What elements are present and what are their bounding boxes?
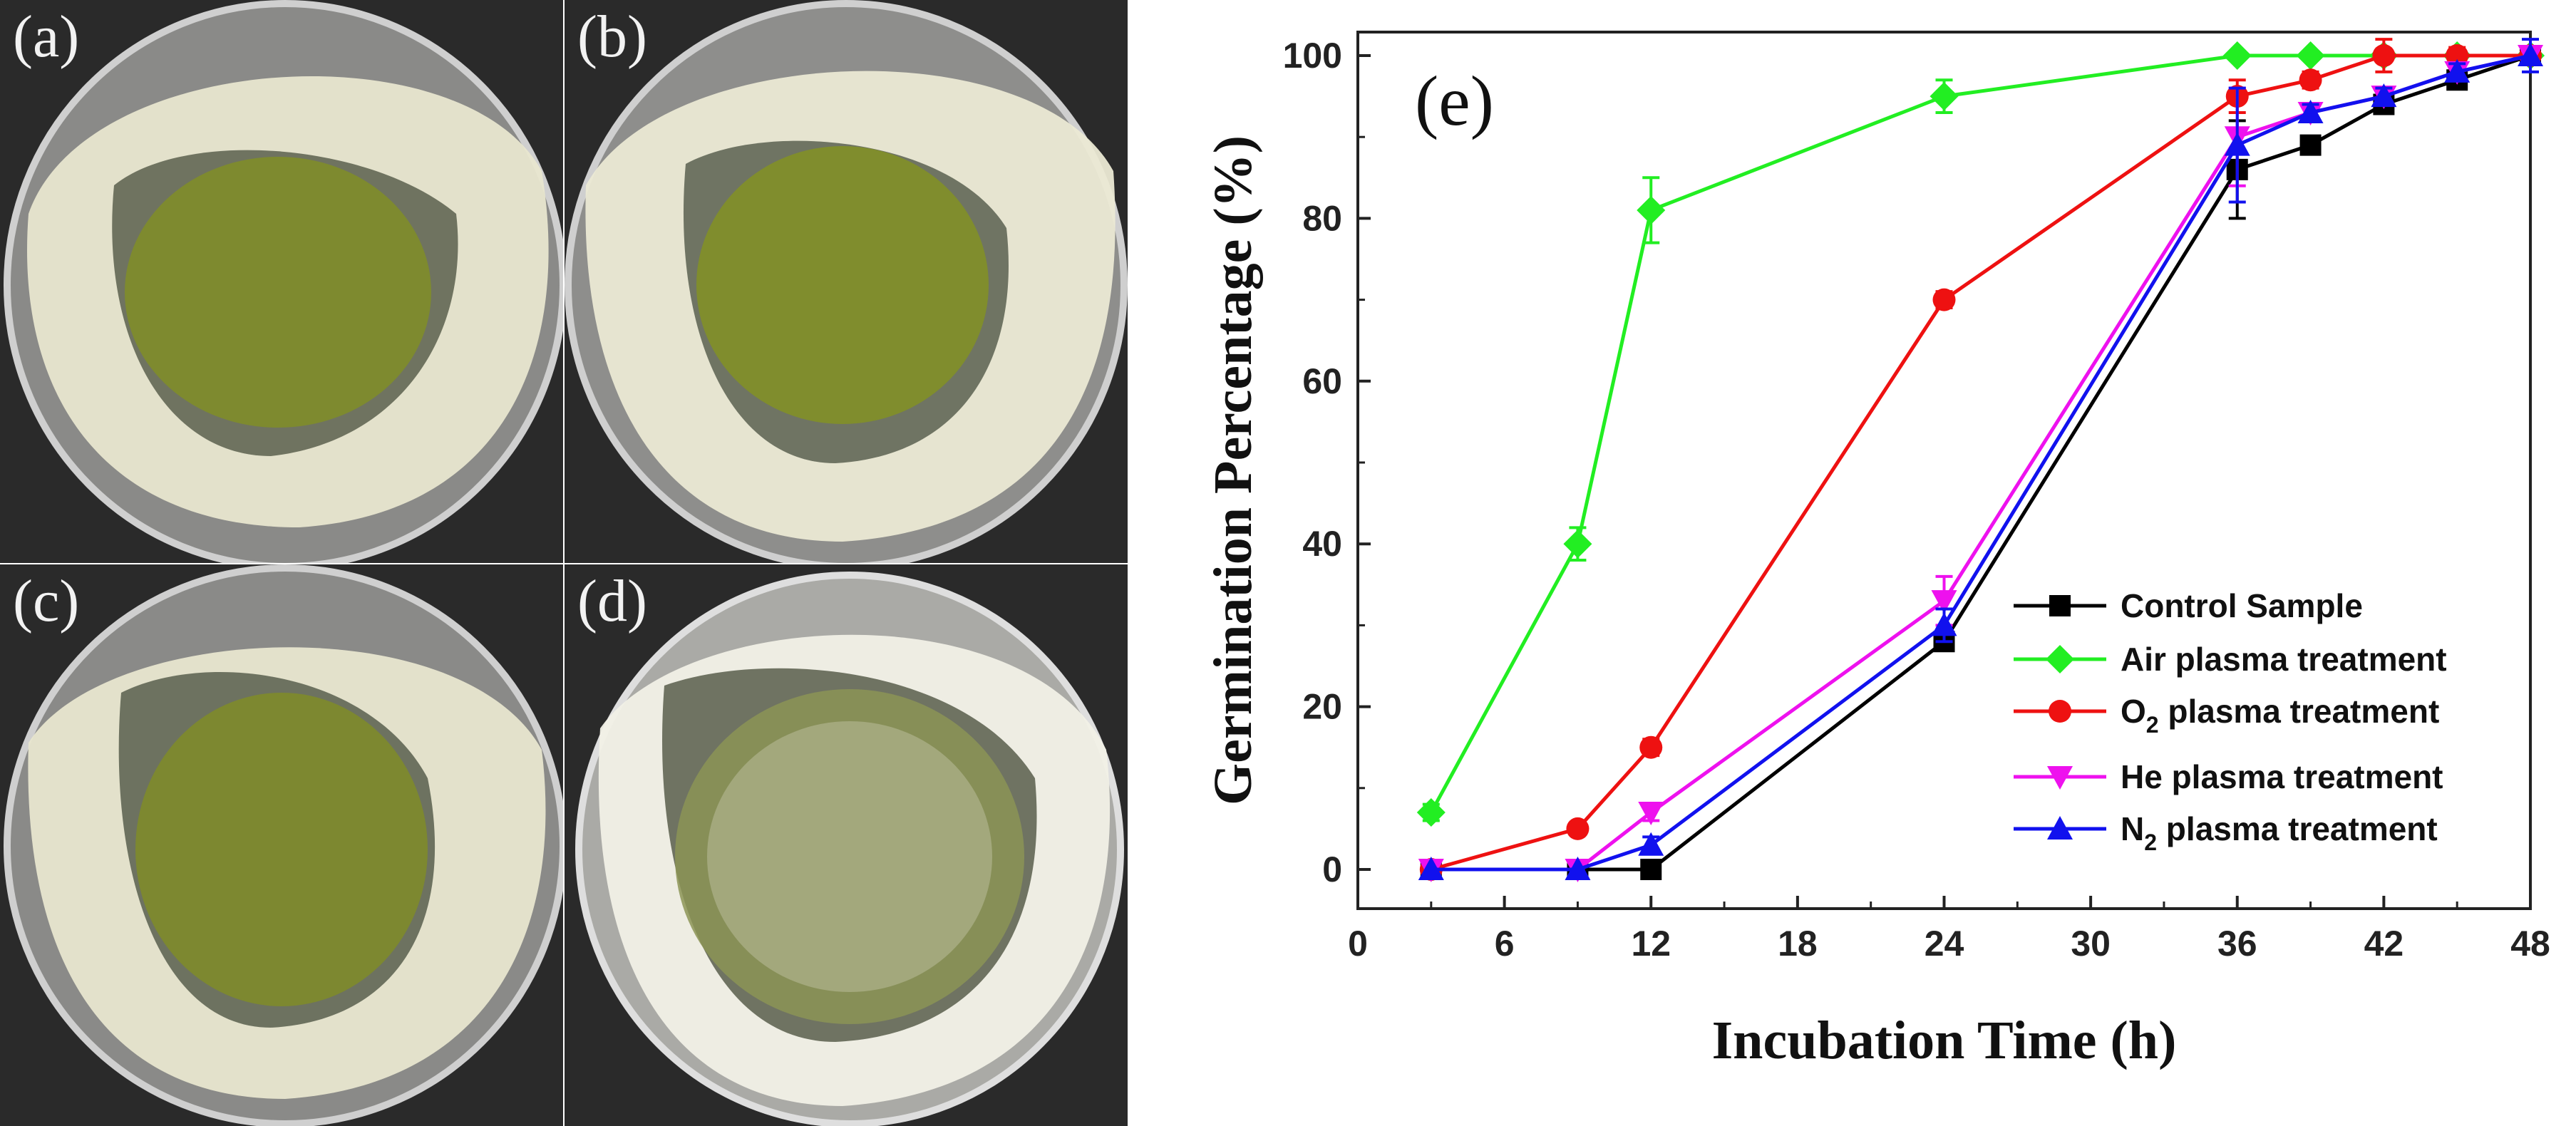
legend-marker [2047, 816, 2073, 840]
data-point [1416, 798, 1446, 827]
y-tick-label: 40 [1302, 524, 1342, 564]
legend-marker [2047, 766, 2073, 790]
data-point [1931, 612, 1957, 636]
panel-label-a: (a) [13, 4, 80, 70]
data-point [2299, 68, 2322, 92]
data-point [1930, 82, 1959, 111]
x-tick-label: 24 [1925, 924, 1964, 964]
legend-item: N2 plasma treatment [2014, 810, 2438, 855]
panel-label-c: (c) [13, 568, 80, 634]
germination-chart: 0 6 12 18 24 30 36 42 48 0 20 40 60 80 100 (e) Incubat… [1203, 31, 2550, 1070]
data-point [1563, 530, 1592, 559]
legend-item: He plasma treatment [2014, 758, 2443, 795]
series-triangle-up [1418, 38, 2543, 880]
y-axis-title: Germination Percentage (%) [1203, 135, 1263, 805]
legend-marker [2049, 700, 2071, 723]
legend-item: Control Sample [2014, 587, 2363, 624]
x-tick-label: 36 [2217, 924, 2257, 964]
x-tick-label: 18 [1778, 924, 1818, 964]
panel-label-d: (d) [577, 568, 647, 634]
x-tick-label: 12 [1631, 924, 1671, 964]
y-tick-label: 0 [1322, 849, 1342, 889]
legend: Control Sample Air plasma treatment O2 pla… [2014, 587, 2447, 855]
y-tick-label: 80 [1302, 198, 1342, 238]
data-point [2372, 44, 2396, 67]
photo-panel-c: (c) [0, 564, 563, 1126]
petri-dish-b [565, 0, 1128, 563]
series-layer [1416, 38, 2545, 882]
data-point [1638, 802, 1664, 826]
data-point [2296, 41, 2325, 70]
data-point [1640, 859, 1662, 880]
series-square [1420, 45, 2541, 880]
photo-panel-d: (d) [565, 564, 1128, 1126]
panel-label-e: (e) [1415, 61, 1494, 140]
data-point [2518, 43, 2543, 66]
x-tick-label: 6 [1495, 924, 1515, 964]
x-tick-label: 0 [1348, 924, 1368, 964]
x-axis-title: Incubation Time (h) [1712, 1011, 2177, 1070]
data-point [1418, 857, 1444, 880]
series-circle [1419, 38, 2542, 881]
legend-marker [2049, 595, 2071, 616]
photo-panel-b: (b) [565, 0, 1128, 563]
data-point [2224, 132, 2250, 156]
data-point [1637, 195, 1666, 224]
petri-dish-a [0, 0, 563, 563]
y-tick-label: 60 [1302, 361, 1342, 401]
axes: 0 6 12 18 24 30 36 42 48 0 20 40 60 80 100 [1283, 31, 2550, 964]
x-tick-label: 42 [2364, 924, 2404, 964]
legend-item: Air plasma treatment [2014, 641, 2447, 678]
data-point [1565, 857, 1591, 880]
petri-dish-d [565, 564, 1128, 1126]
petri-dish-c [0, 564, 563, 1126]
data-point [2299, 134, 2322, 156]
data-point [1566, 817, 1590, 840]
y-tick-label: 100 [1283, 36, 1342, 76]
panel-label-b: (b) [577, 4, 647, 70]
series-triangle-down [1418, 45, 2543, 882]
legend-label: O2 plasma treatment [2121, 693, 2439, 738]
legend-label: N2 plasma treatment [2121, 810, 2438, 855]
data-point [2297, 99, 2324, 123]
legend-item: O2 plasma treatment [2014, 693, 2439, 738]
x-tick-label: 30 [2071, 924, 2111, 964]
legend-label: He plasma treatment [2121, 758, 2443, 795]
legend-label: Air plasma treatment [2121, 641, 2447, 678]
legend-label: Control Sample [2121, 587, 2363, 624]
data-point [1931, 590, 1957, 614]
data-point [2444, 58, 2471, 83]
data-point [1639, 735, 1663, 759]
y-tick-label: 20 [1302, 687, 1342, 727]
data-point [2222, 41, 2252, 70]
x-tick-label: 48 [2510, 924, 2550, 964]
data-point [1638, 832, 1664, 856]
data-point [2371, 83, 2397, 108]
legend-marker [2046, 645, 2074, 673]
photo-panel-a: (a) [0, 0, 563, 563]
data-point [1932, 288, 1956, 311]
